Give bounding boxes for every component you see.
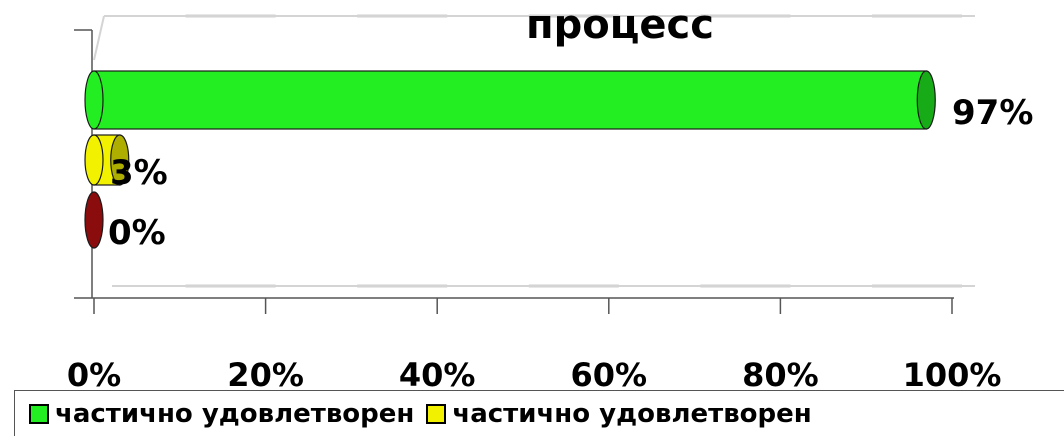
data-labels: 97% 3% 0% [108, 93, 1033, 253]
bar [93, 70, 927, 130]
data-label: 0% [108, 213, 166, 253]
legend-item: частично удовлетворен [29, 399, 414, 429]
bar-end-cap [84, 191, 104, 249]
x-tick-label: 0% [67, 356, 121, 390]
gridline [93, 15, 105, 61]
bar-start-cap [84, 70, 104, 130]
x-tick-labels: 0% 20% 40% 60% 80% 100% [67, 356, 1002, 390]
data-label: 97% [952, 93, 1033, 133]
data-label: 3% [110, 153, 168, 193]
bar-start-cap [84, 134, 104, 186]
legend-swatch [29, 403, 49, 424]
x-tick-label: 100% [903, 356, 1002, 390]
legend-item: частично удовлетворен [426, 398, 812, 429]
x-tick-label: 20% [227, 356, 304, 390]
chart-title: процесс [526, 2, 714, 48]
chart-canvas: 97% 3% 0% 0% 20% 40% 60% 80% 100% процесс [67, 2, 1034, 390]
legend-label: частично удовлетворен [55, 398, 415, 429]
x-tick-label: 60% [571, 356, 648, 390]
bars [84, 70, 936, 249]
legend-swatch [426, 403, 447, 424]
x-tick-label: 80% [742, 356, 819, 390]
legend-label: частично удовлетворен [452, 398, 812, 429]
gridlines [93, 14, 975, 288]
bar-end-cap [110, 134, 130, 186]
legend: частично удовлетворен частично удовлетво… [14, 390, 1064, 436]
bar-end-cap [916, 70, 936, 130]
x-tick-label: 40% [399, 356, 476, 390]
